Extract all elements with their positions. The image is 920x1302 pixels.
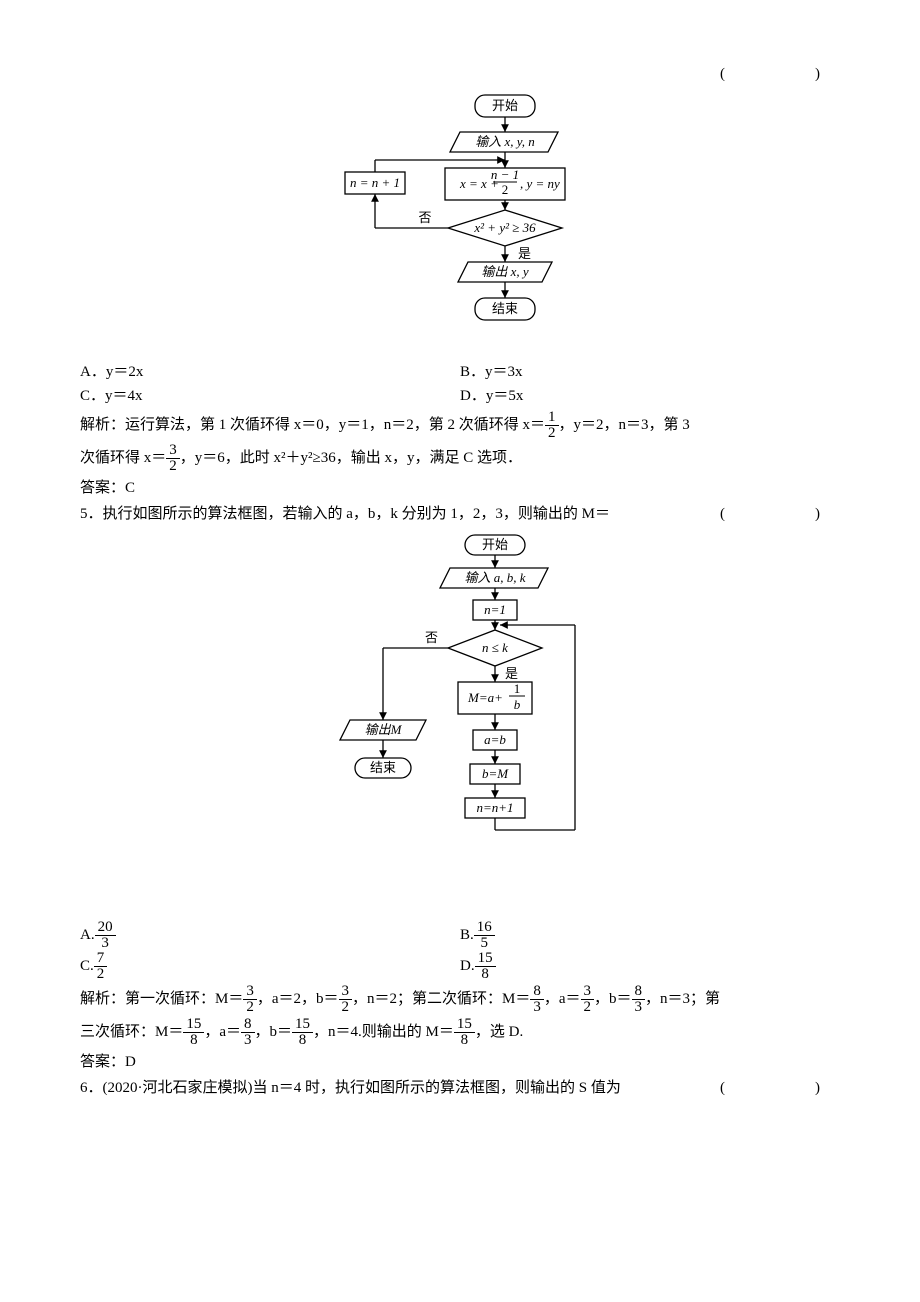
- q5-opt-d: D.158: [460, 951, 840, 982]
- fc1-no: 否: [418, 210, 431, 225]
- q4-opt-b: B．y＝3x: [460, 360, 840, 384]
- fc2-M-den: b: [514, 697, 521, 712]
- fc1-output: 输出 x, y: [481, 264, 529, 279]
- frac-8-3b: 83: [632, 984, 646, 1015]
- q5-sol-f: ，n＝3；第: [645, 991, 720, 1007]
- frac-15-8: 158: [183, 1017, 204, 1048]
- q4-sol-c: 次循环得 x＝: [80, 450, 166, 466]
- q5-opt-d-frac: 158: [475, 951, 496, 982]
- q4-opt-a-text: A．y＝2x: [80, 364, 143, 380]
- q-top-paren: ( ): [80, 62, 840, 86]
- fc2-cond: n ≤ k: [482, 640, 508, 655]
- frac-3-2c: 32: [339, 984, 353, 1015]
- fc1-update-num: n − 1: [491, 167, 519, 182]
- frac-8-3: 83: [530, 984, 544, 1015]
- fc2-start: 开始: [482, 537, 508, 552]
- q5-solution-line1: 解析：第一次循环：M＝32，a＝2，b＝32，n＝2；第二次循环：M＝83，a＝…: [80, 984, 840, 1015]
- q5-sol2-a: 三次循环：M＝: [80, 1024, 183, 1040]
- fc1-update-r: , y = ny: [520, 176, 560, 191]
- fc2-end: 结束: [370, 760, 396, 775]
- fc1-counter: n = n + 1: [350, 175, 400, 190]
- frac-8-3c: 83: [241, 1017, 255, 1048]
- q5-opt-b-label: B.: [460, 927, 474, 943]
- q5-opt-a-frac: 203: [95, 920, 116, 951]
- q5-stem: 5．执行如图所示的算法框图，若输入的 a，b，k 分别为 1，2，3，则输出的 …: [80, 506, 610, 522]
- paren-blank: ( ): [720, 62, 840, 86]
- frac-3-2b: 32: [243, 984, 257, 1015]
- flowchart-1: 开始 输入 x, y, n x = x + n − 1 2 , y = ny n…: [80, 90, 840, 358]
- q5-opt-c-frac: 72: [94, 951, 108, 982]
- q4-opt-a: A．y＝2x: [80, 360, 460, 384]
- q5-answer: 答案：D: [80, 1050, 840, 1074]
- frac-1-2: 12: [545, 410, 559, 441]
- fc2-Meq: M=a+: [467, 690, 503, 705]
- q4-sol-d: ，y＝6，此时 x²＋y²≥36，输出 x，y，满足 C 选项．: [180, 450, 522, 466]
- fc2-M-num: 1: [514, 681, 521, 696]
- fc2-no: 否: [425, 630, 438, 645]
- flowchart-2: 开始 输入 a, b, k n=1 n ≤ k 否 是 M=a+ 1 b a=b…: [80, 530, 840, 918]
- q5-sol2-b: ，a＝: [204, 1024, 241, 1040]
- q5-sol2-c: ，b＝: [255, 1024, 293, 1040]
- fc1-update-den: 2: [502, 182, 509, 197]
- q4-opt-b-text: B．y＝3x: [460, 364, 523, 380]
- q4-opt-d: D．y＝5x: [460, 384, 840, 408]
- fc2-n: n=n+1: [476, 800, 513, 815]
- fc2-init: n=1: [484, 602, 506, 617]
- q5-paren: ( ): [720, 502, 840, 526]
- fc2-a: a=b: [484, 732, 506, 747]
- frac-15-8b: 158: [292, 1017, 313, 1048]
- q5-options: A.203 B.165 C.72 D.158: [80, 920, 840, 982]
- q5-opt-a: A.203: [80, 920, 460, 951]
- q4-solution-line1: 解析：运行算法，第 1 次循环得 x＝0，y＝1，n＝2，第 2 次循环得 x＝…: [80, 410, 840, 441]
- q5-opt-c-label: C.: [80, 958, 94, 974]
- q5-opt-a-label: A.: [80, 927, 95, 943]
- fc1-start: 开始: [492, 98, 518, 113]
- fc1-yes: 是: [518, 246, 531, 261]
- q5-sol2-e: ，选 D.: [475, 1024, 523, 1040]
- fc1-input: 输入 x, y, n: [475, 134, 535, 149]
- q5-sol-b: ，a＝2，b＝: [257, 991, 339, 1007]
- q4-opt-c-text: C．y＝4x: [80, 388, 143, 404]
- q5-sol-d: ，a＝: [544, 991, 581, 1007]
- fc2-yes: 是: [505, 666, 518, 681]
- q4-options: A．y＝2x B．y＝3x C．y＝4x D．y＝5x: [80, 360, 840, 408]
- q5-opt-d-label: D.: [460, 958, 475, 974]
- q6-stem: 6．(2020·河北石家庄模拟)当 n＝4 时，执行如图所示的算法框图，则输出的…: [80, 1080, 621, 1096]
- frac-15-8c: 158: [454, 1017, 475, 1048]
- frac-3-2d: 32: [581, 984, 595, 1015]
- q5-stem-row: 5．执行如图所示的算法框图，若输入的 a，b，k 分别为 1，2，3，则输出的 …: [80, 502, 840, 526]
- q6-paren: ( ): [720, 1076, 840, 1100]
- q4-solution-line2: 次循环得 x＝32，y＝6，此时 x²＋y²≥36，输出 x，y，满足 C 选项…: [80, 443, 840, 474]
- q5-opt-b-frac: 165: [474, 920, 495, 951]
- q4-opt-d-text: D．y＝5x: [460, 388, 523, 404]
- q4-sol-b: ，y＝2，n＝3，第 3: [559, 417, 690, 433]
- fc1-cond: x² + y² ≥ 36: [473, 220, 536, 235]
- q4-opt-c: C．y＝4x: [80, 384, 460, 408]
- q5-sol-c: ，n＝2；第二次循环：M＝: [352, 991, 530, 1007]
- q5-opt-b: B.165: [460, 920, 840, 951]
- q5-sol2-d: ，n＝4.则输出的 M＝: [313, 1024, 454, 1040]
- q5-opt-c: C.72: [80, 951, 460, 982]
- fc2-output: 输出M: [365, 722, 403, 737]
- fc2-input: 输入 a, b, k: [464, 570, 525, 585]
- q5-solution-line2: 三次循环：M＝158，a＝83，b＝158，n＝4.则输出的 M＝158，选 D…: [80, 1017, 840, 1048]
- frac-3-2: 32: [166, 443, 180, 474]
- q5-sol-e: ，b＝: [594, 991, 632, 1007]
- fc1-end: 结束: [492, 301, 518, 316]
- q6-stem-row: 6．(2020·河北石家庄模拟)当 n＝4 时，执行如图所示的算法框图，则输出的…: [80, 1076, 840, 1100]
- q4-answer: 答案：C: [80, 476, 840, 500]
- q4-sol-a: 解析：运行算法，第 1 次循环得 x＝0，y＝1，n＝2，第 2 次循环得 x＝: [80, 417, 545, 433]
- q5-sol-a: 解析：第一次循环：M＝: [80, 991, 243, 1007]
- fc2-b: b=M: [482, 766, 509, 781]
